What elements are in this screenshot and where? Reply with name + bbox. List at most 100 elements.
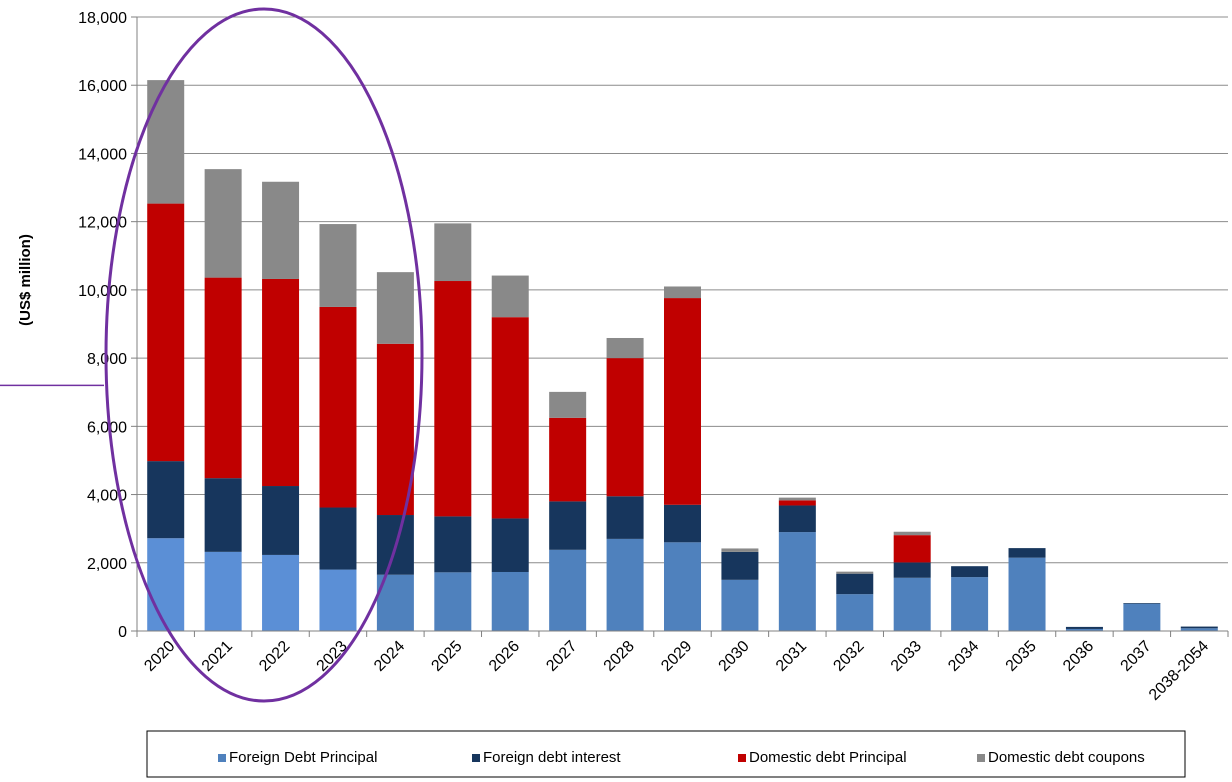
x-tick-label: 2026 (486, 638, 523, 675)
bar-segment (204, 169, 242, 278)
bar-segment (1008, 557, 1046, 631)
y-tick-label: 16,000 (78, 78, 127, 95)
bar-segment (147, 461, 185, 539)
legend-swatch (218, 754, 226, 762)
bar-segment (491, 275, 529, 318)
bar-segment (319, 306, 357, 508)
x-tick-label: 2022 (256, 638, 293, 675)
bar-segment (319, 507, 357, 570)
x-tick-label: 2028 (601, 638, 638, 675)
bar-segment (606, 358, 644, 497)
x-tick-label: 2029 (658, 638, 695, 675)
x-tick-label: 2037 (1118, 638, 1155, 675)
x-tick-label: 2032 (830, 638, 867, 675)
bar-segment (836, 573, 874, 595)
bar-segment (951, 566, 989, 578)
bar-segment (836, 571, 874, 574)
annotations (0, 7, 424, 703)
bar-segment (434, 281, 472, 517)
bar-segment (1008, 548, 1046, 558)
bar-segment (778, 505, 816, 533)
bar-segment (721, 579, 759, 631)
y-tick-labels: 02,0004,0006,0008,00010,00012,00014,0001… (78, 10, 127, 641)
bar-segment (434, 516, 472, 573)
x-tick-label: 2033 (888, 638, 925, 675)
y-tick-label: 2,000 (87, 556, 127, 573)
x-tick-label: 2025 (428, 638, 465, 675)
x-tick-label: 2030 (716, 638, 753, 675)
x-tick-label: 2034 (945, 638, 982, 675)
y-tick-label: 6,000 (87, 419, 127, 436)
bar-segment (434, 572, 472, 631)
x-tick-label: 2031 (773, 638, 810, 675)
bar-segment (893, 577, 931, 631)
bar-segment (1180, 626, 1218, 629)
bar-segment (664, 542, 701, 631)
bar-segment (147, 80, 185, 204)
bar-segment (778, 532, 816, 631)
x-tick-labels: 2020 2021 2022 2023 2024 2025 2026 2027 2028 2029… (141, 638, 1212, 704)
bar-segment (147, 203, 185, 462)
x-tick-label: 2023 (314, 638, 351, 675)
x-tick-label: 2020 (141, 638, 178, 675)
bar-segment (893, 562, 931, 578)
bar-segment (606, 337, 644, 359)
bar-segment (664, 504, 701, 543)
y-tick-label: 10,000 (78, 283, 127, 300)
bar-segment (147, 538, 185, 631)
bar-segment (836, 594, 874, 631)
bar-segment (319, 569, 357, 631)
x-tick-label: 2038-2054 (1146, 638, 1212, 704)
bar-segment (721, 548, 759, 552)
legend: Foreign Debt Principal Foreign debt inter… (146, 730, 1186, 778)
y-tick-label: 18,000 (78, 10, 127, 27)
x-tick-label: 2027 (543, 638, 580, 675)
bar-segment (606, 538, 644, 631)
bar-segment (549, 549, 587, 631)
bar-segment (491, 317, 529, 519)
bar-segment (549, 417, 587, 502)
legend-label: Domestic debt Principal (749, 749, 907, 766)
bar-segment (778, 497, 816, 501)
bar-segment (606, 496, 644, 539)
bars (147, 80, 1218, 631)
legend-label: Foreign Debt Principal (229, 749, 377, 766)
bar-segment (778, 500, 816, 506)
x-tick-label: 2024 (371, 638, 408, 675)
bar-segment (262, 554, 300, 631)
axes (136, 17, 1229, 637)
bar-segment (204, 277, 242, 479)
bar-segment (376, 272, 414, 344)
bar-segment (204, 551, 242, 631)
bar-segment (1065, 628, 1103, 631)
legend-label: Foreign debt interest (483, 749, 621, 766)
highlight-ellipse (104, 7, 424, 703)
legend-label: Domestic debt coupons (988, 749, 1145, 766)
x-tick-label: 2021 (199, 638, 236, 675)
legend-box (146, 730, 1186, 778)
bar-segment (549, 391, 587, 418)
bar-segment (893, 535, 931, 563)
y-axis-label: (US$ million) (17, 234, 34, 326)
bar-segment (262, 181, 300, 279)
bar-segment (262, 486, 300, 555)
bar-segment (204, 478, 242, 552)
bar-segment (1123, 603, 1161, 631)
y-tick-label: 0 (118, 624, 127, 641)
bar-segment (893, 531, 931, 536)
bar-segment (1180, 628, 1218, 631)
bar-segment (491, 518, 529, 572)
bar-segment (664, 286, 701, 299)
x-tick-label: 2036 (1060, 638, 1097, 675)
bar-segment (319, 224, 357, 307)
y-tick-label: 14,000 (78, 146, 127, 163)
bar-segment (549, 501, 587, 550)
bar-segment (951, 577, 989, 631)
legend-swatch (977, 754, 985, 762)
y-tick-label: 12,000 (78, 215, 127, 232)
bar-segment (491, 571, 529, 631)
bar-segment (434, 223, 472, 282)
bar-segment (376, 343, 414, 516)
x-tick-label: 2035 (1003, 638, 1040, 675)
